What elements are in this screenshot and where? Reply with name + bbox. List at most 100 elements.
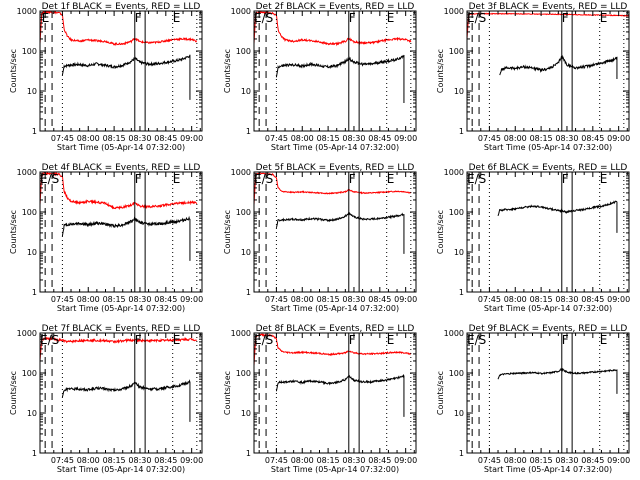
x-tick-label: 07:45 — [51, 134, 74, 143]
y-tick-label: 1 — [459, 127, 464, 136]
x-axis-label: Start Time (05-Apr-14 07:32:00) — [57, 304, 185, 313]
lld-series-line — [40, 11, 198, 47]
x-tick-label: 08:00 — [77, 456, 100, 465]
chart-data-layer — [254, 333, 412, 417]
chart-panel-8: Det 8f BLACK = Events, RED = LLD 1 10 100 10… — [223, 324, 417, 474]
y-tick-label: 1 — [459, 288, 464, 297]
x-tick-label: 09:00 — [607, 295, 630, 304]
events-series-line — [275, 373, 405, 417]
event-marker-label: E/S — [40, 172, 59, 186]
y-tick-label: 1 — [459, 449, 464, 458]
x-tick-label: 08:45 — [154, 134, 177, 143]
y-tick-label: 10 — [27, 248, 37, 257]
y-tick-label: 10 — [241, 87, 251, 96]
y-tick-label: 1000 — [444, 329, 464, 338]
y-tick-label: 100 — [236, 208, 251, 217]
x-tick-label: 08:15 — [317, 134, 340, 143]
x-tick-label: 08:45 — [154, 295, 177, 304]
chart-title: Det 6f BLACK = Events, RED = LLD — [469, 163, 628, 173]
x-tick-label: 09:00 — [394, 134, 417, 143]
y-tick-label: 1 — [32, 288, 37, 297]
chart-title: Det 1f BLACK = Events, RED = LLD — [42, 2, 201, 12]
chart-data-layer — [40, 172, 198, 261]
x-tick-label: 07:45 — [51, 295, 74, 304]
chart-data-layer — [467, 12, 629, 79]
chart-panel-7: Det 7f BLACK = Events, RED = LLD 1 10 100 10… — [9, 324, 203, 474]
plot-frame — [466, 10, 630, 132]
lld-series-line — [467, 12, 629, 39]
y-tick-label: 1 — [246, 127, 251, 136]
y-axis-label: Counts/sec — [223, 49, 232, 93]
y-tick-label: 10 — [454, 248, 464, 257]
y-tick-label: 1000 — [444, 7, 464, 16]
x-tick-label: 07:45 — [265, 295, 288, 304]
x-tick-label: 07:45 — [478, 456, 501, 465]
plot-frame — [39, 171, 203, 293]
chart-title: Det 2f BLACK = Events, RED = LLD — [256, 2, 415, 12]
lld-series-line — [254, 172, 412, 205]
x-tick-label: 08:00 — [291, 456, 314, 465]
x-tick-label: 08:15 — [103, 456, 126, 465]
x-tick-label: 08:00 — [291, 134, 314, 143]
chart-panel-6: Det 6f BLACK = Events, RED = LLD 1 10 100 10… — [436, 163, 630, 313]
y-tick-label: 10 — [454, 87, 464, 96]
plot-frame — [39, 332, 203, 454]
x-tick-label: 08:30 — [342, 456, 365, 465]
event-marker-label: E — [42, 11, 50, 25]
plot-frame — [253, 10, 417, 132]
x-tick-label: 08:15 — [103, 134, 126, 143]
y-tick-label: 1000 — [231, 329, 251, 338]
chart-panel-4: Det 4f BLACK = Events, RED = LLD 1 10 100 10… — [9, 163, 203, 313]
event-marker-label: E/S — [40, 333, 59, 347]
x-tick-label: 08:15 — [530, 456, 553, 465]
event-marker-label: F — [349, 11, 356, 25]
x-tick-label: 09:00 — [180, 295, 203, 304]
y-tick-label: 100 — [22, 208, 37, 217]
y-axis-label: Counts/sec — [9, 210, 18, 254]
x-tick-label: 09:00 — [607, 134, 630, 143]
chart-title: Det 7f BLACK = Events, RED = LLD — [42, 324, 201, 334]
chart-title: Det 3f BLACK = Events, RED = LLD — [469, 2, 628, 12]
y-tick-label: 10 — [27, 409, 37, 418]
events-series-line — [61, 54, 191, 100]
chart-title: Det 8f BLACK = Events, RED = LLD — [256, 324, 415, 334]
event-marker-label: F — [562, 11, 569, 25]
event-marker-label: E/S — [467, 11, 486, 25]
event-marker-label: E/S — [467, 333, 486, 347]
event-marker-label: E — [387, 11, 395, 25]
y-tick-label: 1000 — [17, 168, 37, 177]
y-tick-label: 1 — [32, 127, 37, 136]
y-tick-label: 100 — [449, 369, 464, 378]
y-tick-label: 100 — [449, 208, 464, 217]
y-tick-label: 1000 — [444, 168, 464, 177]
events-series-line — [275, 54, 405, 104]
plot-frame — [253, 332, 417, 454]
x-tick-label: 08:15 — [317, 456, 340, 465]
event-marker-label: F — [562, 172, 569, 186]
x-tick-label: 08:15 — [103, 295, 126, 304]
x-tick-label: 08:15 — [530, 134, 553, 143]
x-tick-label: 08:30 — [555, 295, 578, 304]
plot-frame — [253, 171, 417, 293]
x-axis-label: Start Time (05-Apr-14 07:32:00) — [271, 304, 399, 313]
chart-data-layer — [497, 200, 618, 233]
y-axis-label: Counts/sec — [9, 49, 18, 93]
lld-series-line — [40, 172, 198, 211]
x-tick-label: 09:00 — [394, 295, 417, 304]
x-tick-label: 08:45 — [368, 295, 391, 304]
event-marker-label: E/S — [254, 172, 273, 186]
x-tick-label: 09:00 — [180, 456, 203, 465]
lld-series-line — [40, 336, 197, 361]
event-marker-label: E — [173, 172, 181, 186]
y-tick-label: 10 — [27, 87, 37, 96]
chart-title: Det 9f BLACK = Events, RED = LLD — [469, 324, 628, 334]
chart-data-layer — [254, 11, 412, 104]
chart-data-layer — [40, 11, 198, 100]
event-marker-label: E/S — [254, 11, 273, 25]
x-tick-label: 07:45 — [51, 456, 74, 465]
events-series-line — [497, 200, 618, 233]
events-series-line — [499, 55, 618, 79]
events-series-line — [275, 211, 405, 254]
x-tick-label: 08:30 — [128, 295, 151, 304]
